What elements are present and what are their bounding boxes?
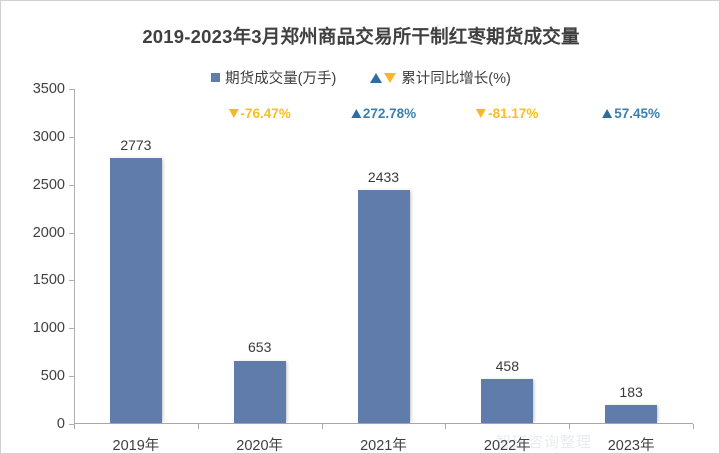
y-axis-tick-mark bbox=[69, 136, 74, 138]
triangle-down-icon bbox=[384, 72, 397, 83]
y-axis-tick-mark bbox=[69, 89, 74, 90]
x-axis-tick-label: 2021年 bbox=[360, 438, 407, 454]
growth-label-text: 57.45% bbox=[614, 106, 660, 121]
y-axis-tick-label: 1500 bbox=[32, 272, 65, 289]
x-axis-tick-mark bbox=[74, 424, 75, 429]
bar[interactable] bbox=[109, 157, 162, 423]
x-axis-tick-mark bbox=[445, 424, 447, 429]
growth-label-2023年: 57.45% bbox=[602, 106, 660, 121]
y-axis-tick-mark bbox=[69, 424, 74, 425]
x-axis-line bbox=[74, 423, 693, 424]
square-swatch-icon bbox=[211, 73, 221, 82]
bar-value-label: 653 bbox=[248, 339, 272, 356]
x-axis-tick-mark bbox=[693, 424, 694, 429]
x-axis-tick-label: 2023年 bbox=[607, 438, 655, 454]
y-axis-tick-mark bbox=[69, 232, 74, 234]
legend-item-volume-label: 期货成交量(万手) bbox=[225, 71, 337, 87]
x-axis-tick-label: 2022年 bbox=[483, 438, 531, 454]
y-axis-tick-label: 1000 bbox=[32, 320, 65, 337]
bar-value-label: 2773 bbox=[120, 136, 152, 153]
y-axis-tick-mark bbox=[69, 328, 74, 330]
growth-label-2022年: -81.17% bbox=[476, 106, 538, 121]
bar[interactable] bbox=[357, 190, 410, 423]
growth-label-2020年: -76.47% bbox=[228, 106, 291, 121]
growth-label-2021年: 272.78% bbox=[350, 106, 417, 121]
y-axis-tick-label: 500 bbox=[40, 368, 65, 385]
y-axis-tick-label: 0 bbox=[56, 416, 65, 432]
triangle-up-icon bbox=[602, 109, 613, 118]
y-axis-tick-mark bbox=[69, 280, 74, 282]
chart-title: 2019-2023年3月郑州商品交易所干制红枣期货成交量 bbox=[142, 26, 580, 47]
chart-legend: 期货成交量(万手) 累计同比增长(%) bbox=[1, 67, 719, 88]
plot-area: 0 500 1000 1500 2000 2500 3000 3500 2019年 2020年 2… bbox=[33, 81, 694, 453]
triangle-up-down-icon bbox=[370, 72, 397, 83]
bar-value-label: 183 bbox=[619, 384, 643, 401]
bar[interactable] bbox=[233, 360, 286, 423]
triangle-down-icon bbox=[476, 109, 487, 118]
triangle-up-icon bbox=[370, 72, 383, 83]
x-axis-tick-mark bbox=[321, 424, 323, 429]
bar-value-label: 458 bbox=[495, 358, 519, 375]
legend-item-growth[interactable]: 累计同比增长(%) bbox=[370, 67, 511, 88]
bar[interactable] bbox=[605, 405, 658, 423]
triangle-down-icon bbox=[228, 109, 239, 118]
y-axis-tick-label: 3000 bbox=[32, 128, 65, 145]
bar[interactable] bbox=[481, 379, 534, 423]
y-axis-tick-mark bbox=[69, 184, 74, 186]
x-axis-tick-label: 2019年 bbox=[112, 438, 160, 454]
y-axis-line bbox=[74, 89, 75, 424]
growth-label-text: -76.47% bbox=[240, 106, 291, 121]
growth-annotation-row: -76.47% 272.78% -81.17% 57.45% bbox=[85, 106, 699, 128]
x-axis-tick-label: 2020年 bbox=[236, 438, 284, 454]
y-axis-tick-label: 2500 bbox=[32, 176, 65, 193]
growth-label-text: -81.17% bbox=[488, 106, 539, 121]
y-axis-tick-label: 3500 bbox=[32, 81, 65, 97]
x-axis-tick-mark bbox=[197, 424, 199, 429]
x-axis-tick-mark bbox=[569, 424, 571, 429]
y-axis-tick-label: 2000 bbox=[32, 224, 65, 241]
growth-label-text: 272.78% bbox=[362, 106, 417, 121]
legend-item-growth-label: 累计同比增长(%) bbox=[401, 71, 511, 87]
y-axis-tick-mark bbox=[69, 376, 74, 378]
legend-item-volume[interactable]: 期货成交量(万手) bbox=[211, 67, 336, 88]
bar-value-label: 2433 bbox=[367, 169, 400, 186]
triangle-up-icon bbox=[350, 109, 361, 118]
